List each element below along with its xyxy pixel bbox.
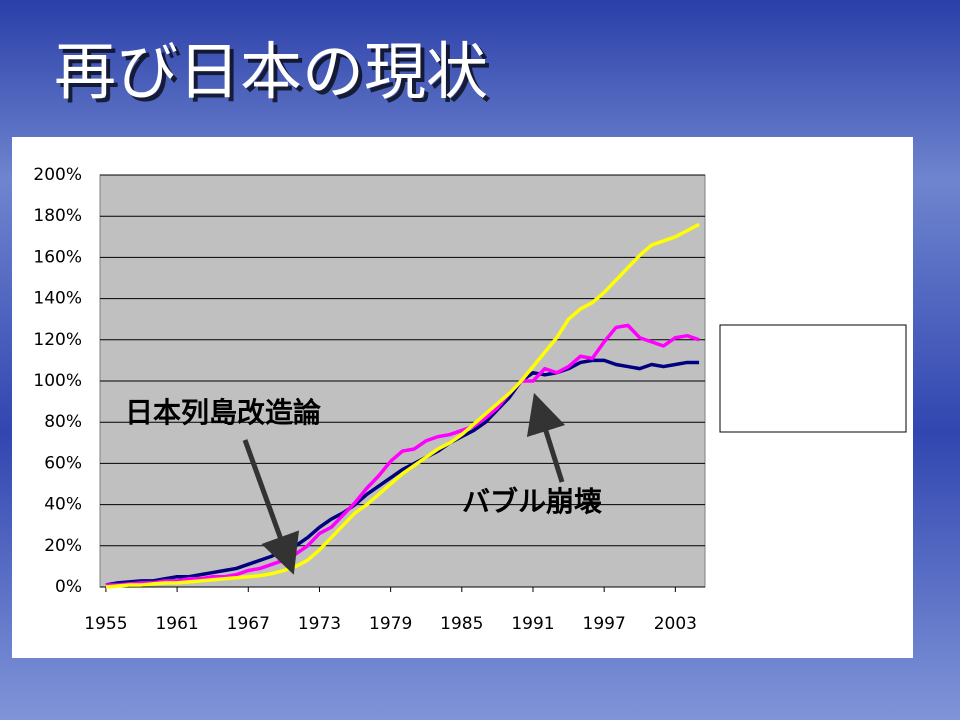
x-tick-label: 1997 bbox=[583, 614, 626, 634]
series-line bbox=[105, 323, 700, 587]
series-line bbox=[105, 222, 700, 589]
y-tick-label: 120% bbox=[33, 330, 82, 350]
y-tick-label: 200% bbox=[33, 165, 82, 185]
annotation: バブル崩壊 bbox=[462, 485, 602, 518]
legend bbox=[719, 324, 907, 433]
y-tick-label: 160% bbox=[33, 247, 82, 267]
y-tick-label: 100% bbox=[33, 371, 82, 391]
slide-title: 再び日本の現状 bbox=[54, 35, 488, 108]
x-tick-label: 1955 bbox=[84, 614, 127, 634]
y-tick-label: 0% bbox=[55, 577, 82, 597]
annotation: 日本列島改造論 bbox=[125, 396, 322, 429]
y-tick-label: 60% bbox=[44, 453, 82, 473]
x-tick-label: 1961 bbox=[155, 614, 198, 634]
x-tick-label: 1985 bbox=[440, 614, 483, 634]
x-tick-label: 2003 bbox=[654, 614, 697, 634]
x-tick-label: 1991 bbox=[511, 614, 554, 634]
y-tick-label: 140% bbox=[33, 289, 82, 309]
arrow bbox=[242, 439, 299, 575]
y-tick-label: 20% bbox=[44, 536, 82, 556]
title-shadow: 再び日本の現状 bbox=[58, 39, 492, 112]
y-tick-label: 80% bbox=[44, 412, 82, 432]
y-tick-label: 180% bbox=[33, 206, 82, 226]
x-tick-label: 1979 bbox=[369, 614, 412, 634]
x-tick-label: 1973 bbox=[298, 614, 341, 634]
arrow bbox=[526, 392, 566, 483]
y-tick-label: 40% bbox=[44, 495, 82, 515]
series-line bbox=[105, 358, 700, 587]
x-tick-label: 1967 bbox=[227, 614, 270, 634]
